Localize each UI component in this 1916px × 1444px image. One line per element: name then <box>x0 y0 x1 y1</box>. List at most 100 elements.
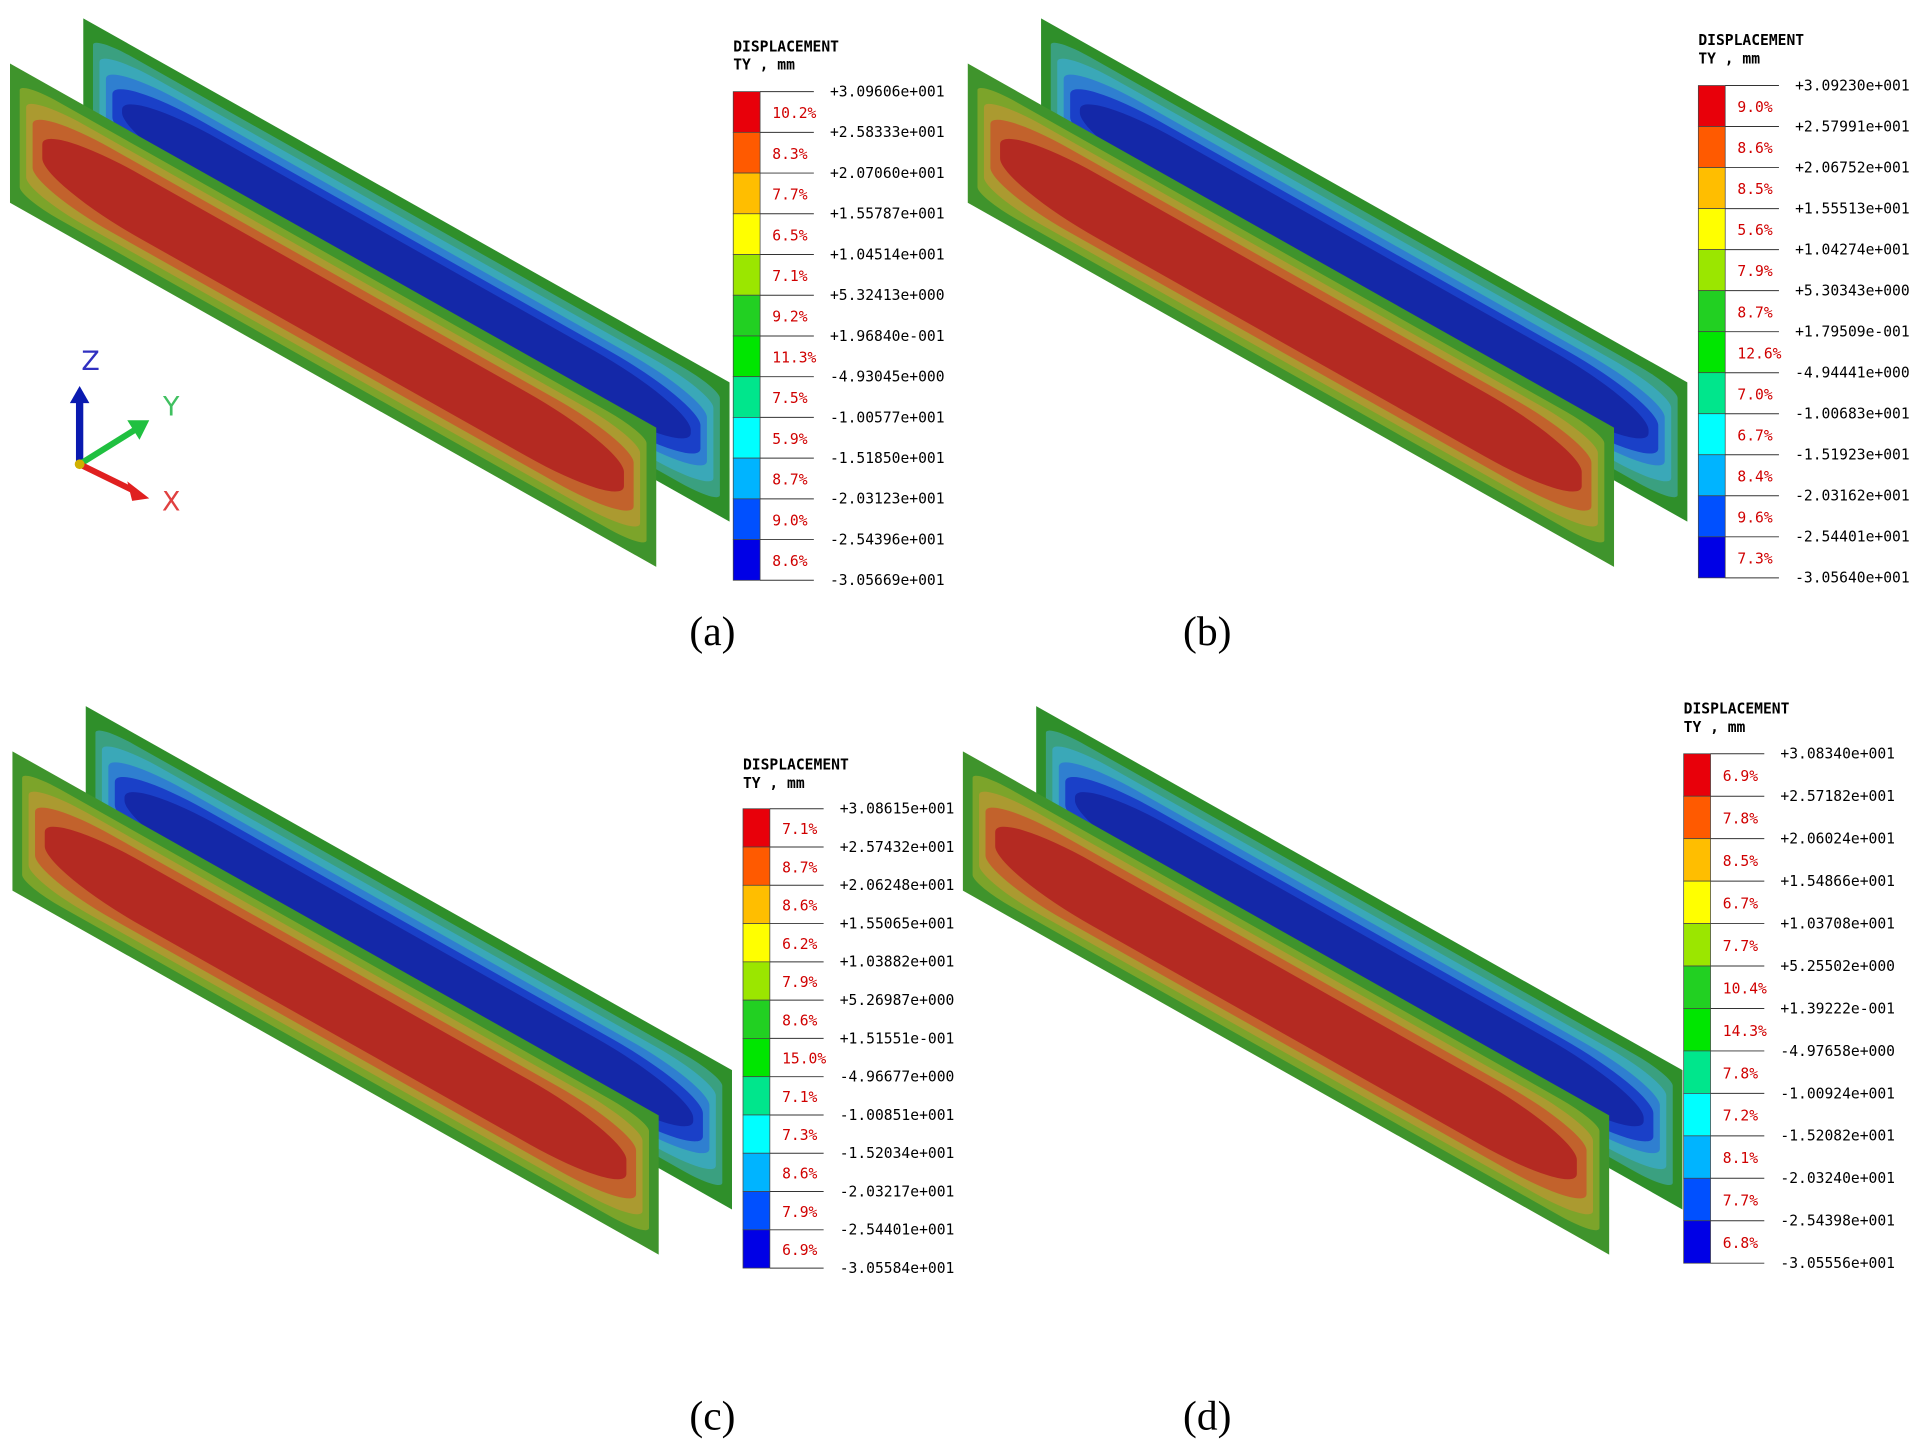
legend-level: +2.58333e+001 <box>830 124 945 141</box>
legend-band <box>732 376 761 418</box>
legend-percentage: 7.1% <box>782 821 817 838</box>
legend-level: +1.03882e+001 <box>840 954 955 971</box>
legend-percentage: 9.0% <box>1737 99 1772 116</box>
legend-band <box>732 254 761 296</box>
legend-band <box>1697 413 1726 456</box>
legend-level: +2.06752e+001 <box>1795 159 1910 176</box>
legend-level: -4.93045e+000 <box>830 369 945 386</box>
legend-band <box>1683 1008 1711 1052</box>
legend-percentage: 7.2% <box>1723 1108 1758 1125</box>
legend-title: DISPLACEMENT <box>1698 32 1804 49</box>
legend-percentage: 6.9% <box>782 1242 817 1259</box>
legend-percentage: 5.9% <box>772 431 807 448</box>
legend: DISPLACEMENT TY , mm 9.0% 8.6% 8.5% 5.6% 7.9% 8… <box>1697 32 1910 587</box>
contour-band <box>1079 104 1649 439</box>
legend-level: +1.55787e+001 <box>830 206 945 223</box>
legend-level: -2.54401e+001 <box>840 1222 955 1239</box>
legend-band <box>1683 795 1711 840</box>
y-label: Y <box>162 391 180 422</box>
legend-percentage: 10.4% <box>1723 980 1767 997</box>
legend-level: -3.05584e+001 <box>840 1260 955 1277</box>
legend-band <box>1683 1093 1711 1137</box>
legend-percentage: 6.7% <box>1737 427 1772 444</box>
legend-title: DISPLACEMENT <box>733 38 839 55</box>
legend-percentage: 7.9% <box>782 974 817 991</box>
legend-percentage: 7.8% <box>1723 811 1758 828</box>
legend-band <box>1697 372 1726 415</box>
contour-band <box>1074 792 1644 1127</box>
legend-percentage: 11.3% <box>772 349 816 366</box>
legend-band <box>732 294 761 337</box>
legend-percentage: 7.9% <box>782 1204 817 1221</box>
legend-level: +3.08340e+001 <box>1780 746 1895 763</box>
x-arrowhead <box>127 481 150 501</box>
x-axis-arrow <box>78 461 136 494</box>
legend-percentage: 7.7% <box>1723 938 1758 955</box>
legend-band <box>1683 1177 1711 1222</box>
legend-level: -2.03162e+001 <box>1795 488 1910 505</box>
legend-percentage: 8.1% <box>1723 1150 1758 1167</box>
legend-percentage: 9.6% <box>1737 509 1772 526</box>
contour-band <box>122 104 691 439</box>
panel-caption: (a) <box>689 608 735 655</box>
legend-percentage: 6.5% <box>772 227 807 244</box>
front-plate <box>967 63 1615 567</box>
legend-band <box>1683 838 1711 882</box>
legend-band <box>742 1191 771 1231</box>
legend-level: +1.79509e-001 <box>1795 324 1910 341</box>
legend-band <box>1683 1050 1711 1094</box>
legend-band <box>732 213 761 255</box>
legend-band <box>742 1038 771 1078</box>
legend-percentage: 8.5% <box>1737 181 1772 198</box>
legend-percentage: 8.7% <box>1737 304 1772 321</box>
legend-units: TY , mm <box>743 775 805 792</box>
legend-percentage: 7.7% <box>1723 1193 1758 1210</box>
legend-band <box>1683 1220 1711 1264</box>
legend-band <box>1697 208 1726 250</box>
legend-percentage: 8.7% <box>772 472 807 489</box>
legend-band <box>1697 495 1726 538</box>
legend-level: -3.05669e+001 <box>830 572 945 589</box>
legend-percentage: 7.3% <box>1737 550 1772 567</box>
panel <box>9 18 730 567</box>
legend-band <box>1683 923 1711 967</box>
legend-level: +1.55513e+001 <box>1795 200 1910 217</box>
legend-band <box>742 808 771 848</box>
legend-band <box>732 539 761 581</box>
panel <box>962 706 1683 1255</box>
panel-caption: (c) <box>689 1392 735 1439</box>
legend-level: -1.52082e+001 <box>1780 1128 1895 1145</box>
contour-band <box>1000 138 1582 492</box>
legend-level: +2.57432e+001 <box>840 839 955 856</box>
legend-percentage: 8.6% <box>782 898 817 915</box>
front-plate <box>962 751 1610 1255</box>
legend-band <box>1697 249 1726 292</box>
legend-percentage: 6.2% <box>782 936 817 953</box>
contour-band <box>44 826 627 1180</box>
legend-band <box>1697 126 1726 168</box>
legend-band <box>742 846 771 886</box>
legend-level: -1.00851e+001 <box>840 1107 955 1124</box>
legend-level: +1.51551e-001 <box>840 1030 955 1047</box>
legend-level: -1.00683e+001 <box>1795 406 1910 423</box>
legend-band <box>1683 880 1711 924</box>
legend-percentage: 8.6% <box>772 553 807 570</box>
legend-level: +3.09230e+001 <box>1795 77 1910 94</box>
legend-level: -1.52034e+001 <box>840 1145 955 1162</box>
legend-level: +1.54866e+001 <box>1780 873 1895 890</box>
legend-percentage: 6.9% <box>1723 768 1758 785</box>
legend-level: -3.05556e+001 <box>1780 1255 1895 1272</box>
contour-band <box>42 138 624 492</box>
legend-level: +2.57991e+001 <box>1795 118 1910 135</box>
panel <box>12 706 732 1255</box>
x-label: X <box>162 487 180 518</box>
legend-band <box>1697 290 1726 333</box>
legend-level: -1.51923e+001 <box>1795 447 1910 464</box>
legend-level: +3.09606e+001 <box>830 84 945 101</box>
legend-level: +2.57182e+001 <box>1780 788 1895 805</box>
legend-band <box>742 999 771 1039</box>
legend-percentage: 5.6% <box>1737 222 1772 239</box>
front-plate <box>12 751 659 1255</box>
legend-percentage: 8.6% <box>782 1012 817 1029</box>
